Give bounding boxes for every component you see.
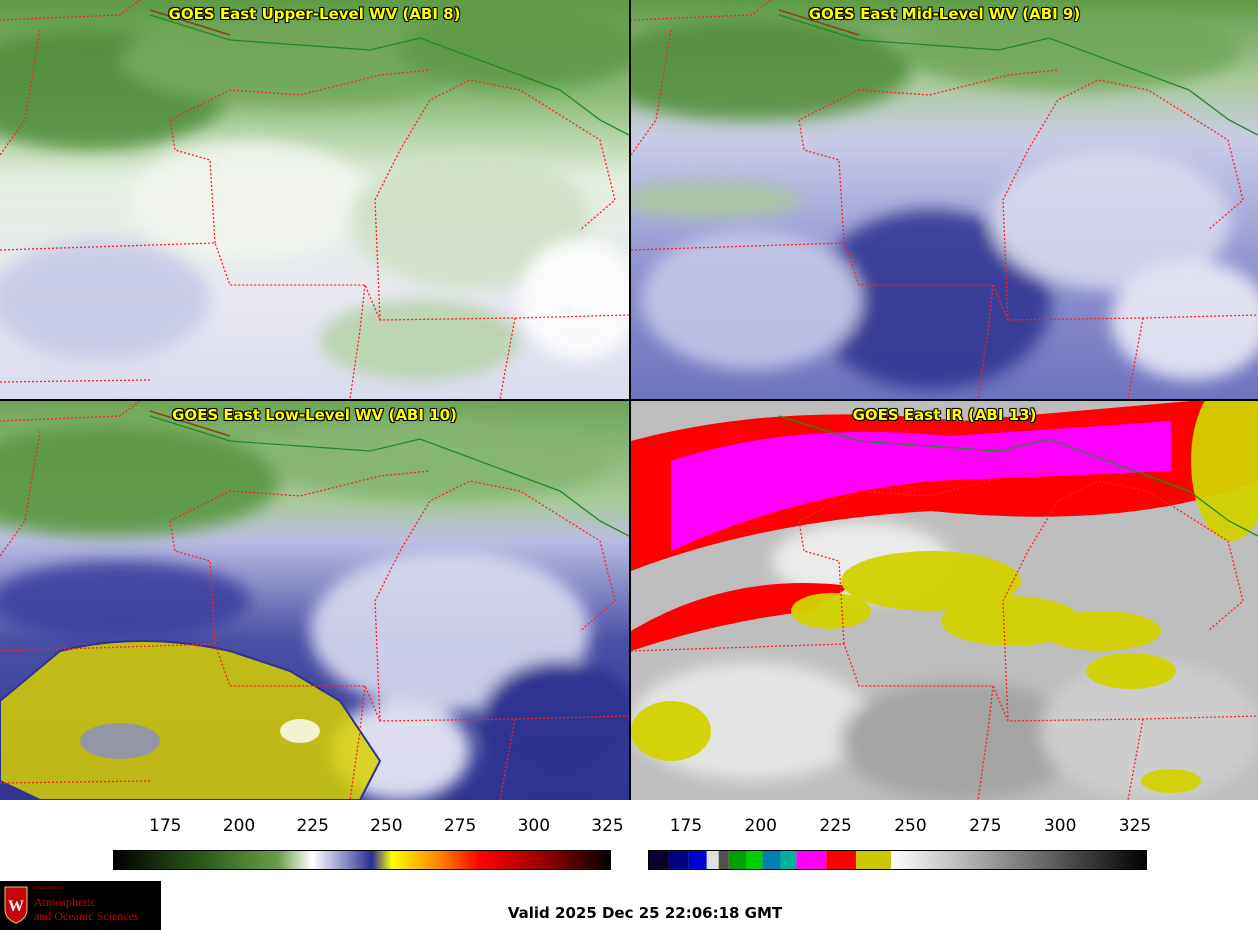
logo-line2: and Oceanic Sciences xyxy=(34,909,139,923)
wv-tick-label: 225 xyxy=(296,816,329,836)
svg-text:W: W xyxy=(8,898,24,915)
ir-tick-label: 275 xyxy=(969,816,1002,836)
low-level-wv-image xyxy=(0,401,629,800)
panel-low-level-wv[interactable]: GOES East Low-Level WV (ABI 10) xyxy=(0,401,629,800)
logo-department: Department of xyxy=(34,886,64,891)
wv-colorbar-gradient xyxy=(113,850,611,870)
ir-tick-label: 175 xyxy=(669,816,703,836)
panel-title-low: GOES East Low-Level WV (ABI 10) xyxy=(172,406,457,424)
valid-time: Valid 2025 Dec 25 22:06:18 GMT xyxy=(507,904,783,922)
ir-tick-label: 250 xyxy=(894,816,927,836)
mid-level-wv-image xyxy=(631,0,1258,399)
ir-tick-label: 325 xyxy=(1118,816,1152,836)
wv-colorbar-ticks: 175 200 225 250 275 300 325 xyxy=(113,816,624,842)
ir-image xyxy=(631,401,1258,800)
logo-line1: Atmospheric xyxy=(34,895,96,909)
wv-tick-label: 250 xyxy=(370,816,403,836)
wv-tick-label: 175 xyxy=(149,816,182,836)
ir-colorbar-gradient xyxy=(648,850,1147,870)
wv-colorbar: 175 200 225 250 275 300 325 xyxy=(113,816,624,870)
ir-tick-label: 225 xyxy=(819,816,852,836)
panel-mid-level-wv[interactable]: GOES East Mid-Level WV (ABI 9) xyxy=(631,0,1258,399)
wv-tick-label: 200 xyxy=(222,816,256,836)
uw-crest-icon: W xyxy=(4,886,28,924)
panel-title-upper: GOES East Upper-Level WV (ABI 8) xyxy=(168,5,461,23)
panel-title-mid: GOES East Mid-Level WV (ABI 9) xyxy=(808,5,1081,23)
panel-upper-level-wv[interactable]: GOES East Upper-Level WV (ABI 8) xyxy=(0,0,629,399)
ir-tick-label: 200 xyxy=(744,816,777,836)
upper-level-wv-image xyxy=(0,0,629,399)
wv-tick-label: 300 xyxy=(517,816,551,836)
ir-colorbar-ticks: 175 200 225 250 275 300 325 xyxy=(648,816,1152,842)
satellite-grid: GOES East Upper-Level WV (ABI 8) xyxy=(0,0,1258,800)
aos-logo[interactable]: W Department of Atmospheric and Oceanic … xyxy=(0,881,161,930)
wv-tick-label: 325 xyxy=(591,816,624,836)
ir-tick-label: 300 xyxy=(1043,816,1077,836)
panel-title-ir: GOES East IR (ABI 13) xyxy=(852,406,1037,424)
panel-ir[interactable]: GOES East IR (ABI 13) xyxy=(631,401,1258,800)
wv-tick-label: 275 xyxy=(443,816,477,836)
ir-colorbar: 175 200 225 250 275 300 325 xyxy=(648,816,1152,870)
